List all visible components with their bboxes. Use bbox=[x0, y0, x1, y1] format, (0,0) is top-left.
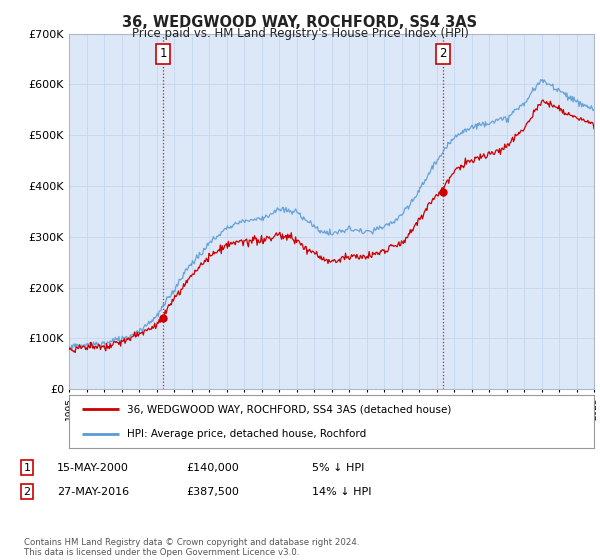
Text: £387,500: £387,500 bbox=[186, 487, 239, 497]
Text: 1: 1 bbox=[23, 463, 31, 473]
Text: HPI: Average price, detached house, Rochford: HPI: Average price, detached house, Roch… bbox=[127, 428, 366, 438]
Text: 2: 2 bbox=[440, 48, 447, 60]
Text: 15-MAY-2000: 15-MAY-2000 bbox=[57, 463, 129, 473]
Text: 36, WEDGWOOD WAY, ROCHFORD, SS4 3AS (detached house): 36, WEDGWOOD WAY, ROCHFORD, SS4 3AS (det… bbox=[127, 404, 451, 414]
Text: 14% ↓ HPI: 14% ↓ HPI bbox=[312, 487, 371, 497]
Text: Contains HM Land Registry data © Crown copyright and database right 2024.
This d: Contains HM Land Registry data © Crown c… bbox=[24, 538, 359, 557]
Text: 1: 1 bbox=[159, 48, 167, 60]
Text: 36, WEDGWOOD WAY, ROCHFORD, SS4 3AS: 36, WEDGWOOD WAY, ROCHFORD, SS4 3AS bbox=[122, 15, 478, 30]
Text: 27-MAY-2016: 27-MAY-2016 bbox=[57, 487, 129, 497]
Text: £140,000: £140,000 bbox=[186, 463, 239, 473]
Text: 2: 2 bbox=[23, 487, 31, 497]
Text: Price paid vs. HM Land Registry's House Price Index (HPI): Price paid vs. HM Land Registry's House … bbox=[131, 27, 469, 40]
Text: 5% ↓ HPI: 5% ↓ HPI bbox=[312, 463, 364, 473]
